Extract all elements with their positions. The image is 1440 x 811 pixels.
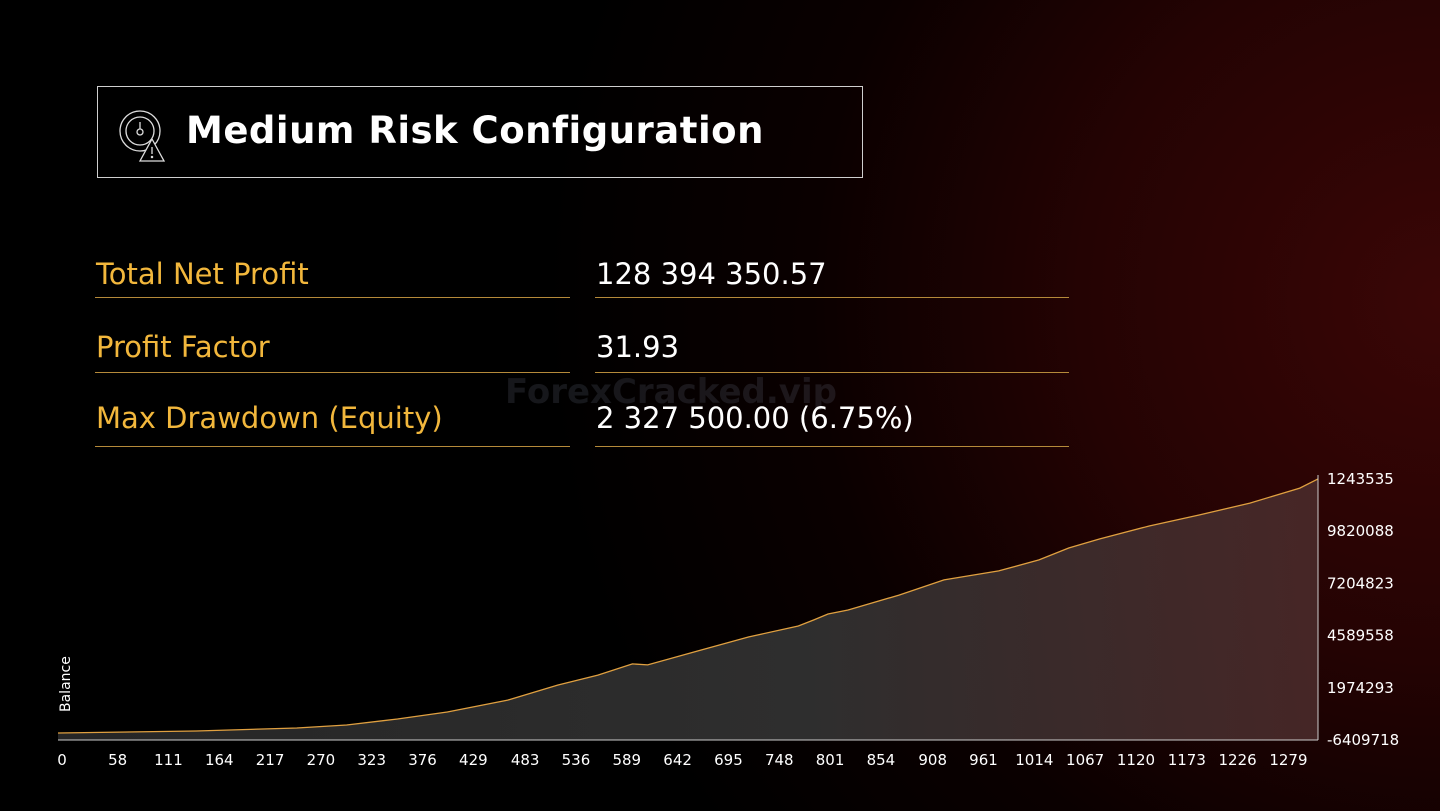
- x-tick-label: 58: [108, 751, 127, 769]
- x-tick-label: 1014: [1015, 751, 1053, 769]
- x-tick-label: 270: [307, 751, 336, 769]
- divider: [95, 446, 570, 447]
- x-tick-label: 642: [663, 751, 692, 769]
- divider: [595, 297, 1069, 298]
- y-tick-label: 7204823: [1327, 574, 1394, 592]
- x-tick-label: 908: [918, 751, 947, 769]
- x-tick-label: 695: [714, 751, 743, 769]
- stat-label: Max Drawdown (Equity): [96, 401, 443, 435]
- x-tick-label: 589: [612, 751, 641, 769]
- divider: [595, 372, 1069, 373]
- stat-value: 2 327 500.00 (6.75%): [596, 401, 914, 435]
- title-box: Medium Risk Configuration: [97, 86, 863, 178]
- gauge-warning-icon: [119, 110, 166, 162]
- x-tick-label: 0: [57, 751, 67, 769]
- divider: [95, 372, 570, 373]
- x-tick-label: 536: [562, 751, 591, 769]
- x-tick-label: 376: [408, 751, 437, 769]
- x-tick-label: 1226: [1219, 751, 1257, 769]
- balance-area: [58, 478, 1318, 740]
- stat-label: Profit Factor: [96, 330, 270, 364]
- x-tick-label: 217: [256, 751, 285, 769]
- divider: [595, 446, 1069, 447]
- divider: [95, 297, 570, 298]
- y-tick-label: 1243535: [1327, 470, 1394, 488]
- stat-label: Total Net Profit: [96, 257, 309, 291]
- x-tick-label: 854: [867, 751, 896, 769]
- stat-value: 128 394 350.57: [596, 257, 827, 291]
- x-tick-label: 483: [511, 751, 540, 769]
- x-tick-label: 1173: [1168, 751, 1206, 769]
- x-tick-label: 748: [765, 751, 794, 769]
- balance-line: [57, 478, 1319, 734]
- x-tick-label: 1120: [1117, 751, 1155, 769]
- x-tick-label: 961: [969, 751, 998, 769]
- x-tick-label: 323: [357, 751, 386, 769]
- y-axis-label: Balance: [58, 656, 74, 712]
- y-tick-label: 9820088: [1327, 522, 1394, 540]
- x-tick-label: 429: [459, 751, 488, 769]
- y-tick-label: -6409718: [1327, 731, 1399, 749]
- y-tick-label: 4589558: [1327, 627, 1394, 645]
- x-tick-label: 164: [205, 751, 234, 769]
- x-tick-label: 1279: [1269, 751, 1307, 769]
- stat-value: 31.93: [596, 330, 680, 364]
- x-tick-label: 111: [154, 751, 183, 769]
- page-title: Medium Risk Configuration: [186, 109, 764, 152]
- x-tick-label: 1067: [1066, 751, 1104, 769]
- watermark: ForexCracked.vip: [505, 372, 837, 412]
- y-tick-label: 1974293: [1327, 679, 1394, 697]
- x-tick-label: 801: [816, 751, 845, 769]
